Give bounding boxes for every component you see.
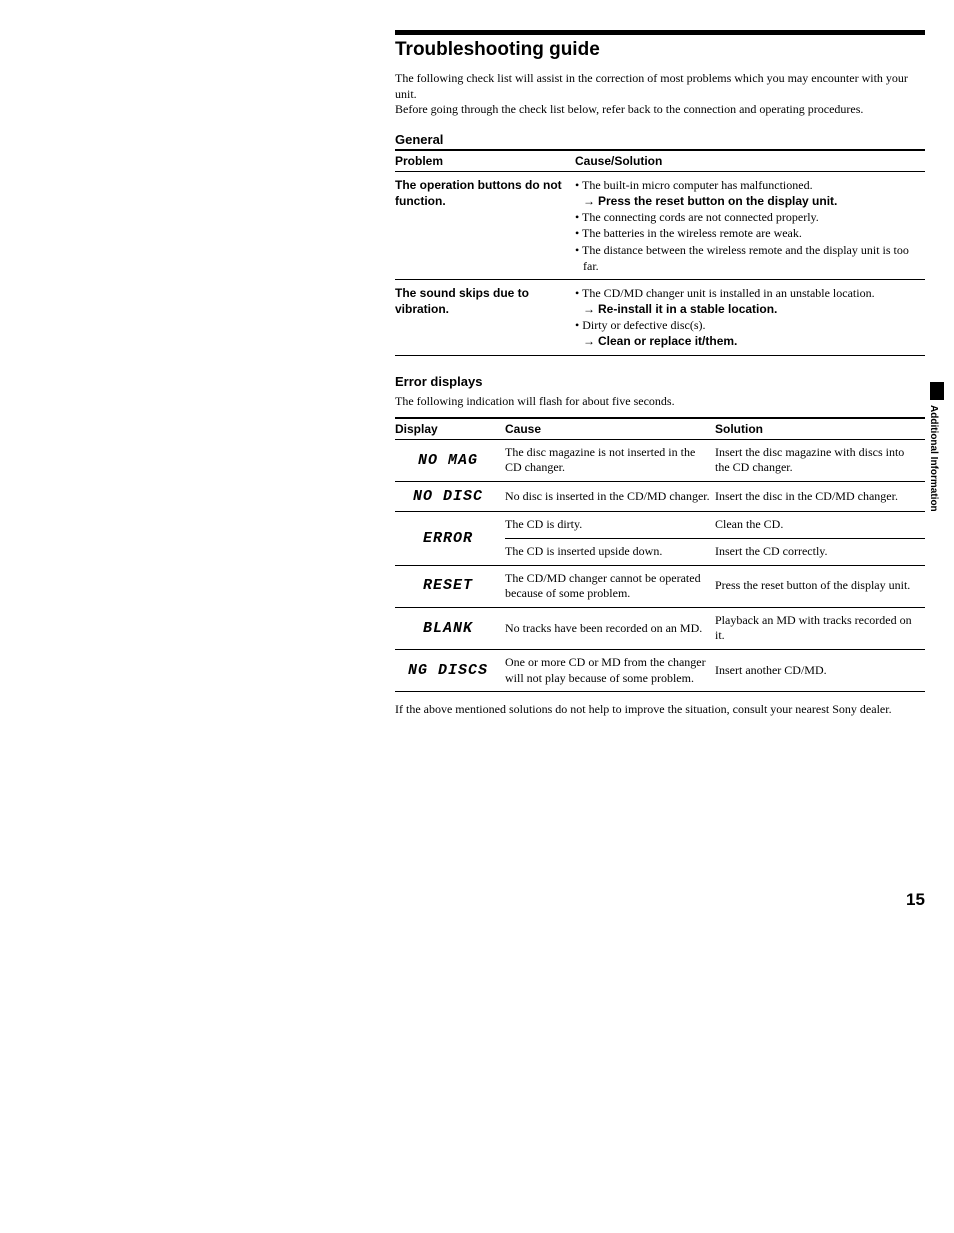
solution-cell: Insert the CD correctly. xyxy=(715,538,925,565)
cause-cell: • The CD/MD changer unit is installed in… xyxy=(575,279,925,355)
error-row: NO DISCNo disc is inserted in the CD/MD … xyxy=(395,481,925,512)
solution-cell: Press the reset button of the display un… xyxy=(715,565,925,607)
cause-cell: The CD/MD changer cannot be operated bec… xyxy=(505,565,715,607)
display-cell: NG DISCS xyxy=(395,649,505,691)
general-header-row: Problem Cause/Solution xyxy=(395,151,925,172)
problem-cell: The operation buttons do not function. xyxy=(395,171,575,279)
cause-cell: One or more CD or MD from the changer wi… xyxy=(505,649,715,691)
side-section-label: Additional Information xyxy=(928,405,939,512)
problem-cell: The sound skips due to vibration. xyxy=(395,279,575,355)
solution-cell: Insert another CD/MD. xyxy=(715,649,925,691)
bullet-line: • Dirty or defective disc(s). xyxy=(575,317,921,333)
bullet-line: • The batteries in the wireless remote a… xyxy=(575,225,921,241)
display-cell: ERROR xyxy=(395,512,505,565)
col-display: Display xyxy=(395,418,505,440)
intro-line-1: The following check list will assist in … xyxy=(395,71,908,101)
error-row: BLANKNo tracks have been recorded on an … xyxy=(395,607,925,649)
bullet-line: • The CD/MD changer unit is installed in… xyxy=(575,285,921,301)
cause-cell: The CD is inserted upside down. xyxy=(505,538,715,565)
col-cause-2: Cause xyxy=(505,418,715,440)
errors-table: Display Cause Solution NO MAGThe disc ma… xyxy=(395,417,925,692)
error-row: ERRORThe CD is dirty.Clean the CD. xyxy=(395,512,925,539)
errors-header-row: Display Cause Solution xyxy=(395,418,925,440)
page-title: Troubleshooting guide xyxy=(395,39,925,61)
bullet-line: • The built-in micro computer has malfun… xyxy=(575,177,921,193)
display-cell: NO DISC xyxy=(395,481,505,512)
footnote: If the above mentioned solutions do not … xyxy=(395,702,925,718)
col-problem: Problem xyxy=(395,151,575,172)
general-row: The sound skips due to vibration.• The C… xyxy=(395,279,925,355)
col-solution: Solution xyxy=(715,418,925,440)
action-line: → Re-install it in a stable location. xyxy=(575,301,921,317)
error-row: RESETThe CD/MD changer cannot be operate… xyxy=(395,565,925,607)
error-row: NG DISCSOne or more CD or MD from the ch… xyxy=(395,649,925,691)
cause-cell: The CD is dirty. xyxy=(505,512,715,539)
cause-cell: No tracks have been recorded on an MD. xyxy=(505,607,715,649)
cause-cell: The disc magazine is not inserted in the… xyxy=(505,439,715,481)
page-number: 15 xyxy=(906,890,925,910)
solution-cell: Insert the disc in the CD/MD changer. xyxy=(715,481,925,512)
action-bold: Re-install it in a stable location. xyxy=(598,302,777,316)
errors-heading: Error displays xyxy=(395,374,925,391)
action-line: → Press the reset button on the display … xyxy=(575,193,921,209)
bullet-line: • The distance between the wireless remo… xyxy=(575,242,921,274)
general-table: Problem Cause/Solution The operation but… xyxy=(395,151,925,356)
general-heading: General xyxy=(395,132,925,151)
display-cell: RESET xyxy=(395,565,505,607)
intro-line-2: Before going through the check list belo… xyxy=(395,102,863,116)
top-rule xyxy=(395,30,925,35)
cause-cell: • The built-in micro computer has malfun… xyxy=(575,171,925,279)
display-cell: NO MAG xyxy=(395,439,505,481)
display-cell: BLANK xyxy=(395,607,505,649)
intro-text: The following check list will assist in … xyxy=(395,71,925,118)
error-row: NO MAGThe disc magazine is not inserted … xyxy=(395,439,925,481)
cause-cell: No disc is inserted in the CD/MD changer… xyxy=(505,481,715,512)
solution-cell: Insert the disc magazine with discs into… xyxy=(715,439,925,481)
page-content: Troubleshooting guide The following chec… xyxy=(395,30,925,718)
solution-cell: Playback an MD with tracks recorded on i… xyxy=(715,607,925,649)
action-bold: Clean or replace it/them. xyxy=(598,334,737,348)
col-cause: Cause/Solution xyxy=(575,151,925,172)
errors-subtext: The following indication will flash for … xyxy=(395,394,925,409)
bullet-line: • The connecting cords are not connected… xyxy=(575,209,921,225)
action-bold: Press the reset button on the display un… xyxy=(598,194,837,208)
general-row: The operation buttons do not function.• … xyxy=(395,171,925,279)
solution-cell: Clean the CD. xyxy=(715,512,925,539)
action-line: → Clean or replace it/them. xyxy=(575,333,921,349)
side-tab-marker xyxy=(930,382,944,400)
